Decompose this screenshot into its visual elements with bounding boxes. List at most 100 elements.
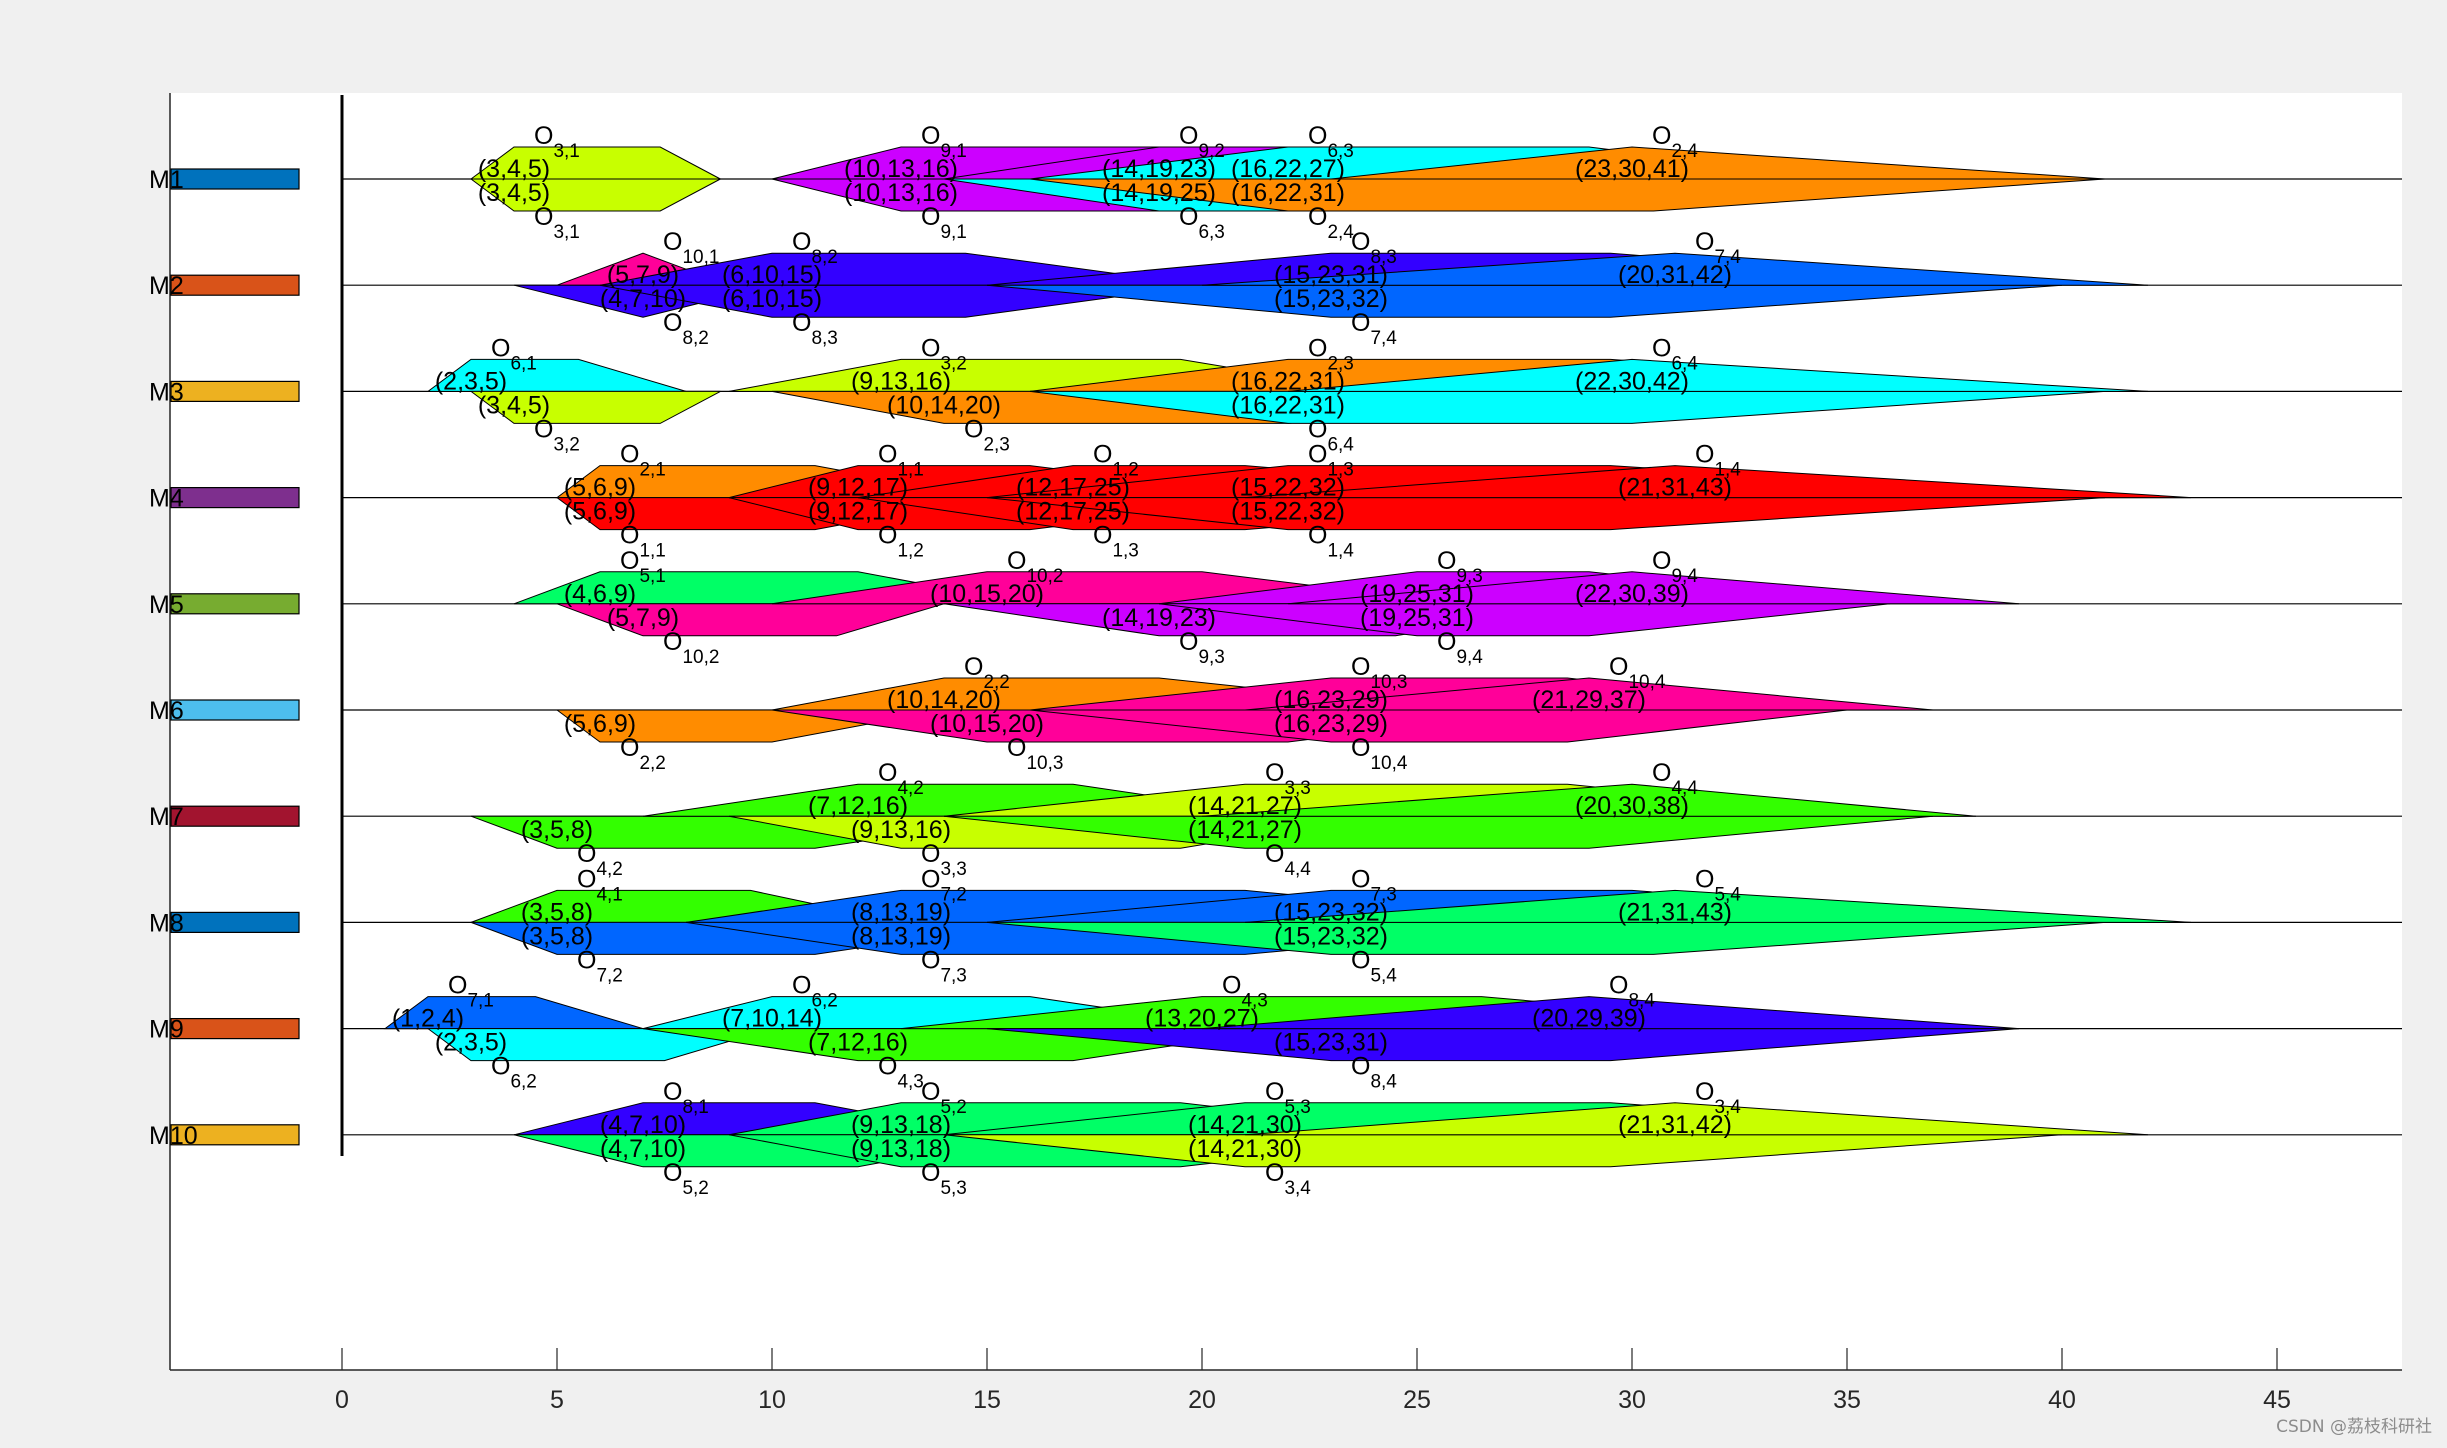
op-label-m6-j10-4: (21,29,37)O10,4	[1532, 653, 1666, 714]
machine-label-m2: M2	[149, 272, 184, 300]
fuzzy-time-label: (8,13,19)	[851, 898, 951, 926]
fuzzy-time-label: (6,10,15)	[722, 285, 822, 313]
fuzzy-time-label: (9,13,16)	[851, 367, 951, 395]
op-shape-m1-j2-4	[1330, 146, 2106, 180]
op-label-m5-j9-4: (19,25,31)O9,4	[1360, 604, 1483, 668]
op-label-m10-j3-4: (14,21,30)O3,4	[1188, 1135, 1311, 1199]
op-label-m2-j8-3: (15,23,31)O8,3	[1274, 228, 1397, 289]
machine-label-m8: M8	[149, 909, 184, 937]
op-label-m6-j10-4: (16,23,29)O10,4	[1274, 710, 1408, 774]
op-shape-m2-j7-4	[1201, 252, 2149, 286]
fuzzy-time-label: (6,10,15)	[722, 261, 822, 289]
op-label-m4-j1-1: (9,12,17)O1,1	[808, 441, 924, 502]
machine-bar-m10	[170, 1124, 300, 1146]
fuzzy-time-label: (9,13,18)	[851, 1135, 951, 1163]
op-label-m6-j2-2: (10,14,20)O2,2	[887, 653, 1010, 714]
operation-shapes	[383, 146, 2192, 1168]
fuzzy-time-label: (3,4,5)	[478, 391, 550, 419]
x-tick-label-0: 0	[335, 1386, 349, 1414]
fuzzy-time-label: (3,5,8)	[521, 898, 593, 926]
op-label-m7-j3-3: (14,21,27)O3,3	[1188, 759, 1311, 820]
op-label-m1-j9-1: (10,13,16)O9,1	[844, 122, 967, 183]
axes	[169, 93, 2402, 1371]
fuzzy-time-label: (9,12,17)	[808, 474, 908, 502]
fuzzy-time-label: (21,31,43)	[1618, 898, 1732, 926]
machine-bar-m5	[170, 593, 300, 615]
op-label-m5-j5-1: (4,6,9)O5,1	[564, 547, 666, 608]
x-tick-label-5: 5	[550, 1386, 564, 1414]
fuzzy-time-label: (16,22,31)	[1231, 367, 1345, 395]
fuzzy-time-label: (15,23,31)	[1274, 1029, 1388, 1057]
op-shape-m3-j3-2	[469, 390, 721, 424]
op-shape-m9-j8-4	[1201, 996, 2020, 1030]
op-label-m9-j6-2: (7,10,14)O6,2	[722, 972, 838, 1033]
fuzzy-time-label: (3,5,8)	[521, 922, 593, 950]
fuzzy-time-label: (21,31,43)	[1618, 474, 1732, 502]
op-label-m8-j7-2: (8,13,19)O7,2	[851, 865, 967, 926]
op-label-m8-j5-4: (15,23,32)O5,4	[1274, 922, 1397, 986]
x-ticks: 0 5 10 15 20 25 30 35 40 45	[335, 1348, 2291, 1414]
machine-label-m7: M7	[149, 803, 184, 831]
fuzzy-time-label: (16,22,27)	[1231, 155, 1345, 183]
op-label-m9-j8-4: (20,29,39)O8,4	[1532, 972, 1655, 1033]
fuzzy-time-label: (10,14,20)	[887, 686, 1001, 714]
fuzzy-time-label: (14,19,25)	[1102, 179, 1216, 207]
machine-label-m6: M6	[149, 697, 184, 725]
x-tick-label-20: 20	[1188, 1386, 1216, 1414]
fuzzy-time-label: (19,25,31)	[1360, 580, 1474, 608]
fuzzy-time-label: (15,23,32)	[1274, 898, 1388, 926]
fuzzy-time-label: (20,31,42)	[1618, 261, 1732, 289]
fuzzy-time-label: (16,23,29)	[1274, 710, 1388, 738]
machine-bar-m6	[170, 699, 300, 721]
fuzzy-time-label: (20,30,38)	[1575, 792, 1689, 820]
fuzzy-time-label: (16,22,31)	[1231, 179, 1345, 207]
fuzzy-time-label: (7,12,16)	[808, 792, 908, 820]
fuzzy-time-label: (15,23,32)	[1274, 922, 1388, 950]
fuzzy-time-label: (14,21,30)	[1188, 1135, 1302, 1163]
fuzzy-time-label: (4,7,10)	[600, 1111, 686, 1139]
op-shape-m1-j3-1	[469, 178, 721, 212]
fuzzy-time-label: (5,6,9)	[564, 474, 636, 502]
machine-label-m1: M1	[149, 166, 184, 194]
op-label-m4-j1-4: (15,22,32)O1,4	[1231, 498, 1354, 562]
fuzzy-time-label: (19,25,31)	[1360, 604, 1474, 632]
fuzzy-time-label: (10,13,16)	[844, 179, 958, 207]
op-label-m10-j3-4: (21,31,42)O3,4	[1618, 1078, 1741, 1139]
fuzzy-time-label: (14,19,23)	[1102, 604, 1216, 632]
x-tick-label-40: 40	[2048, 1386, 2076, 1414]
machine-bar-m7	[170, 805, 300, 827]
x-tick-label-45: 45	[2263, 1386, 2291, 1414]
op-label-m2-j7-4: (20,31,42)O7,4	[1618, 228, 1741, 289]
fuzzy-time-label: (21,31,42)	[1618, 1111, 1732, 1139]
fuzzy-time-label: (14,21,30)	[1188, 1111, 1302, 1139]
fuzzy-time-label: (4,7,10)	[600, 285, 686, 313]
machine-bar-m9	[170, 1017, 300, 1040]
op-label-m5-j9-4: (22,30,39)O9,4	[1575, 547, 1698, 608]
x-tick-label-35: 35	[1833, 1386, 1861, 1414]
op-label-m5-j10-2: (10,15,20)O10,2	[930, 547, 1063, 608]
fuzzy-time-label: (4,7,10)	[600, 1135, 686, 1163]
fuzzy-time-label: (9,12,17)	[808, 498, 908, 526]
fuzzy-time-label: (7,10,14)	[722, 1005, 822, 1033]
fuzzy-time-label: (13,20,27)	[1145, 1005, 1259, 1033]
fuzzy-time-label: (15,23,32)	[1274, 285, 1388, 313]
machine-bar-m2	[170, 274, 300, 296]
fuzzy-time-label: (22,30,39)	[1575, 580, 1689, 608]
fuzzy-time-label: (5,7,9)	[607, 604, 679, 632]
fuzzy-time-label: (10,15,20)	[930, 710, 1044, 738]
op-shape-m7-j4-4	[1201, 783, 1977, 817]
machine-label-m4: M4	[149, 485, 184, 513]
x-tick-label-25: 25	[1403, 1386, 1431, 1414]
machine-bar-m3	[170, 380, 300, 402]
fuzzy-time-label: (22,30,42)	[1575, 367, 1689, 395]
fuzzy-time-label: (2,3,5)	[435, 1029, 507, 1057]
fuzzy-time-label: (8,13,19)	[851, 922, 951, 950]
op-label-m1-j9-1: (10,13,16)O9,1	[844, 179, 967, 243]
fuzzy-time-label: (9,13,16)	[851, 816, 951, 844]
fuzzy-time-label: (21,29,37)	[1532, 686, 1646, 714]
machine-label-m5: M5	[149, 591, 184, 619]
fuzzy-time-label: (9,13,18)	[851, 1111, 951, 1139]
fuzzy-time-label: (3,4,5)	[478, 179, 550, 207]
fuzzy-time-label: (12,17,25)	[1016, 474, 1130, 502]
op-shape-m10-j3-4	[1244, 1102, 2149, 1136]
